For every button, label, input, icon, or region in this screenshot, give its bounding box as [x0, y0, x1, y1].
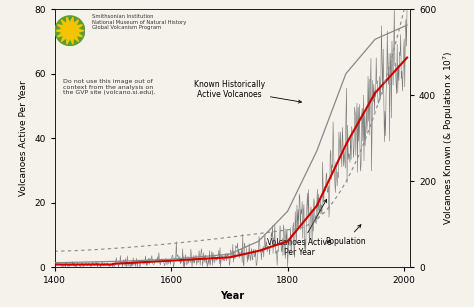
Polygon shape: [71, 17, 73, 22]
Polygon shape: [57, 33, 63, 37]
Circle shape: [55, 16, 85, 45]
Polygon shape: [57, 25, 63, 28]
Text: Volcanoes Active
Per Year: Volcanoes Active Per Year: [267, 200, 332, 258]
Circle shape: [61, 22, 79, 39]
Y-axis label: Volcanoes Active Per Year: Volcanoes Active Per Year: [19, 80, 28, 196]
Polygon shape: [56, 29, 61, 32]
Text: Population: Population: [326, 225, 366, 246]
Polygon shape: [61, 37, 65, 41]
X-axis label: Year: Year: [220, 291, 244, 301]
Polygon shape: [79, 29, 84, 32]
Text: Known Historically
Active Volcanoes: Known Historically Active Volcanoes: [194, 80, 301, 103]
Polygon shape: [67, 17, 69, 22]
Y-axis label: Volcanoes Known (& Population x 10$^7$): Volcanoes Known (& Population x 10$^7$): [442, 51, 456, 225]
Text: Do not use this image out of
context from the analysis on
the GVP site (volcano.: Do not use this image out of context fro…: [64, 79, 156, 95]
Polygon shape: [74, 37, 79, 41]
Polygon shape: [67, 39, 69, 44]
Polygon shape: [77, 33, 82, 37]
Polygon shape: [61, 20, 65, 25]
Text: Smithsonian Institution
National Museum of Natural History
Global Volcanism Prog: Smithsonian Institution National Museum …: [92, 14, 187, 30]
Polygon shape: [74, 20, 79, 25]
Polygon shape: [77, 25, 82, 28]
Polygon shape: [71, 39, 73, 44]
